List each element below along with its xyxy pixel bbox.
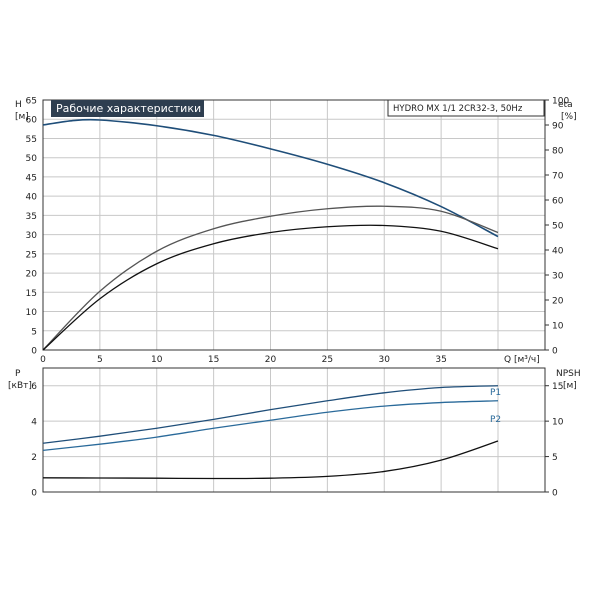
top-y-right-tick-label: 30 bbox=[552, 272, 564, 282]
top-y-right-tick-label: 40 bbox=[552, 247, 564, 257]
top-series-line-curve-1 bbox=[42, 118, 499, 238]
top-plot-ticks: 0 5 10 15 20 25 30 35 0 5 10 15 20 25 30 35 40 45 50 55 60 65… bbox=[26, 97, 570, 366]
top-y-right-tick-label: 50 bbox=[552, 222, 564, 232]
bottom-plot-frame bbox=[42, 367, 546, 493]
bottom-y-right-label: NPSH bbox=[556, 369, 581, 379]
top-y-left-tick-label: 5 bbox=[31, 327, 37, 337]
x-tick-label: 0 bbox=[40, 355, 46, 365]
top-y-left-tick-label: 20 bbox=[26, 270, 38, 280]
top-y-left-label: H bbox=[15, 100, 22, 110]
series-label-p2: P2 bbox=[490, 415, 501, 425]
x-axis-label: Q [м³/ч] bbox=[504, 355, 540, 365]
bottom-y-right-unit: [м] bbox=[563, 381, 577, 391]
bottom-series-line-p2 bbox=[42, 400, 499, 452]
top-y-right-tick-label: 90 bbox=[552, 122, 564, 132]
top-y-left-tick-label: 30 bbox=[26, 231, 38, 241]
top-y-right-label: eta bbox=[558, 100, 573, 110]
top-y-right-tick-label: 80 bbox=[552, 147, 564, 157]
top-y-left-tick-label: 0 bbox=[31, 347, 37, 357]
x-tick-label: 5 bbox=[97, 355, 103, 365]
top-plot-series bbox=[42, 118, 499, 351]
bottom-y-left-label: P bbox=[15, 369, 21, 379]
top-y-left-tick-label: 45 bbox=[26, 173, 37, 183]
top-y-left-tick-label: 25 bbox=[26, 250, 37, 260]
bottom-y-left-tick-label: 0 bbox=[31, 489, 37, 499]
bottom-y-left-unit: [кВт] bbox=[8, 381, 32, 391]
top-y-left-tick-label: 60 bbox=[26, 116, 38, 126]
x-tick-label: 35 bbox=[435, 355, 446, 365]
top-y-left-tick-label: 40 bbox=[26, 193, 38, 203]
top-y-right-tick-label: 0 bbox=[552, 347, 558, 357]
top-y-left-tick-label: 55 bbox=[26, 135, 37, 145]
top-y-left-tick-label: 50 bbox=[26, 154, 38, 164]
bottom-series-line-curve-3 bbox=[42, 440, 499, 480]
x-tick-label: 10 bbox=[151, 355, 163, 365]
bottom-plot-ticks: 0 2 4 6 0 5 10 15 bbox=[31, 382, 563, 498]
top-y-left-tick-label: 65 bbox=[26, 97, 37, 107]
top-y-left-unit: [м] bbox=[15, 112, 29, 122]
bottom-y-right-tick-label: 0 bbox=[552, 489, 558, 499]
chart-title: Рабочие характеристики bbox=[56, 102, 201, 115]
model-label-box bbox=[387, 99, 545, 117]
top-y-right-unit: [%] bbox=[561, 112, 577, 122]
bottom-y-right-tick-label: 5 bbox=[552, 453, 558, 463]
x-tick-label: 20 bbox=[265, 355, 277, 365]
bottom-y-left-tick-label: 4 bbox=[31, 418, 37, 428]
x-tick-label: 25 bbox=[322, 355, 333, 365]
series-label-p1: P1 bbox=[490, 388, 501, 398]
top-y-left-tick-label: 35 bbox=[26, 212, 37, 222]
bottom-y-right-tick-label: 15 bbox=[552, 382, 563, 392]
bottom-y-left-tick-label: 6 bbox=[31, 382, 37, 392]
top-series-line-curve-3 bbox=[42, 224, 499, 351]
top-y-left-tick-label: 15 bbox=[26, 289, 37, 299]
bottom-series-line-p1 bbox=[42, 385, 499, 444]
top-series-line-curve-2 bbox=[42, 205, 499, 351]
bottom-y-right-tick-label: 10 bbox=[552, 418, 564, 428]
top-y-right-tick-label: 10 bbox=[552, 322, 564, 332]
x-tick-label: 30 bbox=[379, 355, 391, 365]
top-y-left-tick-label: 10 bbox=[26, 308, 38, 318]
top-y-right-tick-label: 100 bbox=[552, 97, 569, 107]
x-tick-label: 15 bbox=[208, 355, 219, 365]
bottom-y-left-tick-label: 2 bbox=[31, 453, 37, 463]
top-y-right-tick-label: 60 bbox=[552, 197, 564, 207]
bottom-plot-series bbox=[42, 385, 499, 480]
model-label: HYDRO MX 1/1 2CR32-3, 50Hz bbox=[393, 104, 523, 114]
top-y-right-tick-label: 20 bbox=[552, 297, 564, 307]
title-box bbox=[51, 100, 204, 117]
top-y-right-tick-label: 70 bbox=[552, 172, 564, 182]
